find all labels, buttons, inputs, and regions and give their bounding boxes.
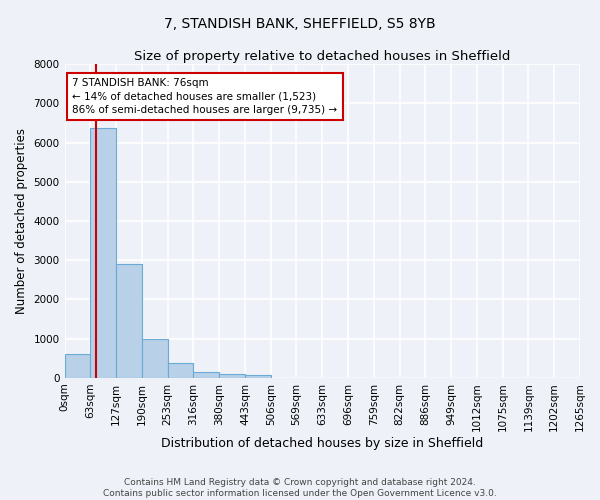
Text: Contains HM Land Registry data © Crown copyright and database right 2024.
Contai: Contains HM Land Registry data © Crown c… [103, 478, 497, 498]
Bar [65, 354, 91, 378]
Bar [116, 264, 142, 378]
Bar [219, 374, 245, 378]
Title: Size of property relative to detached houses in Sheffield: Size of property relative to detached ho… [134, 50, 511, 63]
Bar [167, 364, 193, 378]
Bar [142, 339, 167, 378]
Y-axis label: Number of detached properties: Number of detached properties [15, 128, 28, 314]
Text: 7 STANDISH BANK: 76sqm
← 14% of detached houses are smaller (1,523)
86% of semi-: 7 STANDISH BANK: 76sqm ← 14% of detached… [72, 78, 337, 114]
Bar [91, 128, 116, 378]
Bar [245, 374, 271, 378]
Text: 7, STANDISH BANK, SHEFFIELD, S5 8YB: 7, STANDISH BANK, SHEFFIELD, S5 8YB [164, 18, 436, 32]
X-axis label: Distribution of detached houses by size in Sheffield: Distribution of detached houses by size … [161, 437, 484, 450]
Bar [193, 372, 219, 378]
